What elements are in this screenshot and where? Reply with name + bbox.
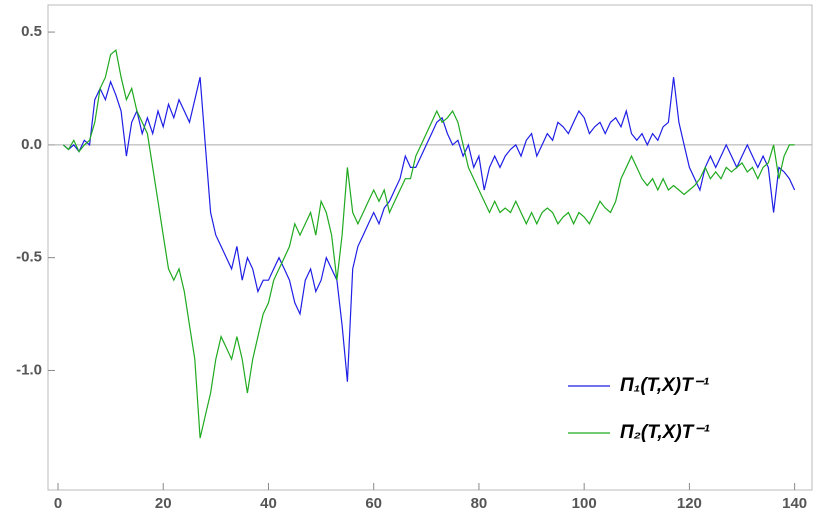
- legend-label: Π₂(T,X)T⁻¹: [620, 422, 710, 443]
- x-tick-label: 0: [54, 495, 62, 512]
- x-tick-label: 60: [365, 495, 382, 512]
- y-tick-label: -0.5: [16, 249, 42, 266]
- x-tick-label: 40: [260, 495, 277, 512]
- x-tick-label: 120: [677, 495, 702, 512]
- series-line: [62, 48, 795, 439]
- series-line: [62, 77, 796, 382]
- y-tick-label: 0.0: [21, 136, 42, 153]
- y-tick-label: -1.0: [16, 361, 42, 378]
- x-tick-label: 80: [471, 495, 488, 512]
- y-tick-label: 0.5: [21, 23, 42, 40]
- plot-frame: [47, 4, 813, 491]
- legend-label: Π₁(T,X)T⁻¹: [620, 375, 710, 396]
- x-tick-label: 140: [782, 495, 807, 512]
- x-tick-label: 20: [155, 495, 172, 512]
- x-tick-label: 100: [572, 495, 597, 512]
